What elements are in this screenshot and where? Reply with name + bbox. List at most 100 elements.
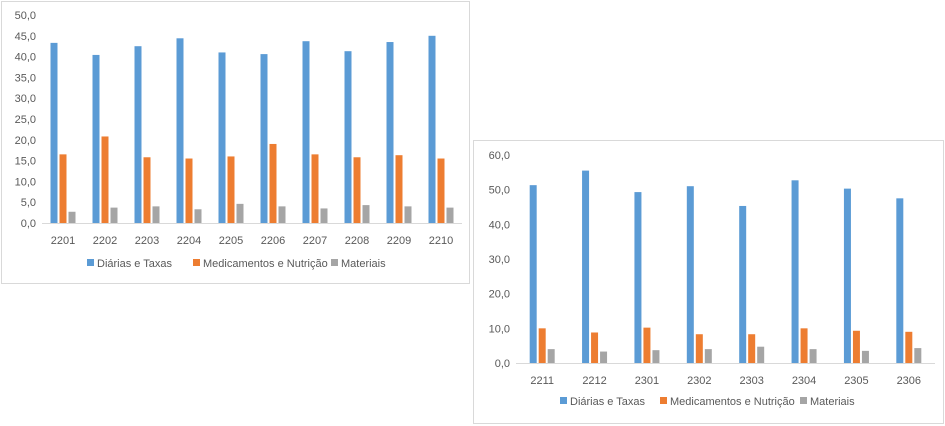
bar-chart-1: 0,0 5,0 10,0 15,0 20,0 25,0 30,0 35,0 40,0 45,0 50…	[15, 10, 462, 270]
legend-label: Materiais	[341, 258, 386, 270]
x-tick-label: 2301	[635, 375, 659, 387]
bar	[529, 185, 537, 363]
legend-swatch	[193, 259, 200, 266]
bar	[739, 205, 747, 363]
bar	[353, 157, 361, 223]
x-tick-label: 2211	[530, 375, 554, 387]
bar	[68, 211, 76, 223]
bar	[643, 327, 651, 363]
bar	[695, 334, 703, 363]
x-tick-label: 2210	[429, 235, 453, 247]
legend-swatch	[331, 259, 338, 266]
legend-label: Diárias e Taxas	[97, 258, 172, 270]
bar	[652, 350, 660, 363]
bar	[50, 42, 58, 223]
x-tick-label: 2204	[177, 235, 201, 247]
y-tick-label: 60,0	[489, 150, 510, 162]
bar	[320, 208, 328, 223]
chart-panel-1: 0,0 5,0 10,0 15,0 20,0 25,0 30,0 35,0 40,0 45,0 50…	[1, 1, 470, 284]
legend-swatch	[87, 259, 94, 266]
bar	[896, 198, 904, 363]
x-tick-label: 2302	[687, 375, 711, 387]
bar	[59, 154, 67, 223]
bar	[236, 203, 244, 223]
bar	[302, 41, 310, 223]
bar	[704, 349, 712, 363]
x-tick-label: 2208	[345, 235, 369, 247]
bar	[218, 52, 226, 223]
bar	[914, 348, 922, 363]
bar	[101, 136, 109, 223]
legend-label: Medicamentos e Nutrição	[203, 258, 328, 270]
y-tick-label: 35,0	[15, 72, 36, 84]
bar	[843, 188, 851, 363]
bar	[143, 157, 151, 223]
x-tick-label: 2205	[219, 235, 243, 247]
x-tick-label: 2209	[387, 235, 411, 247]
y-tick-label: 0,0	[21, 218, 36, 230]
bar	[152, 206, 160, 223]
bar	[600, 351, 608, 363]
y-tick-label: 15,0	[15, 156, 36, 168]
bar	[194, 209, 202, 223]
y-tick-label: 50,0	[489, 185, 510, 197]
bar	[591, 332, 599, 363]
y-tick-label: 20,0	[15, 135, 36, 147]
x-tick-label: 2203	[135, 235, 159, 247]
y-tick-label: 20,0	[489, 289, 510, 301]
bar	[428, 35, 436, 223]
bar	[362, 205, 370, 223]
bar	[269, 143, 277, 223]
bar	[686, 186, 694, 363]
x-tick-label: 2207	[303, 235, 327, 247]
bar	[582, 170, 590, 363]
legend-label: Medicamentos e Nutrição	[670, 396, 795, 408]
bar	[809, 349, 817, 363]
bar	[905, 331, 913, 363]
x-tick-label: 2304	[792, 375, 816, 387]
bar	[176, 38, 184, 223]
legend-swatch	[800, 397, 807, 404]
y-tick-label: 50,0	[15, 10, 36, 22]
y-tick-label: 10,0	[489, 323, 510, 335]
x-tick-label: 2306	[897, 375, 921, 387]
legend-label: Diárias e Taxas	[570, 396, 645, 408]
bar	[92, 54, 100, 223]
bar	[757, 346, 765, 363]
bar	[404, 206, 412, 223]
y-tick-label: 45,0	[15, 31, 36, 43]
bar	[110, 207, 118, 223]
y-tick-label: 30,0	[15, 93, 36, 105]
bar	[134, 46, 142, 224]
bar	[185, 158, 193, 223]
chart-panel-2: 0,0 10,0 20,0 30,0 40,0 50,0 60,0 2211 2212 2301 2…	[473, 140, 944, 424]
bar	[344, 51, 352, 223]
bar	[852, 330, 860, 363]
legend-swatch	[660, 397, 667, 404]
x-tick-label: 2303	[739, 375, 763, 387]
x-tick-label: 2305	[844, 375, 868, 387]
bar	[311, 154, 319, 223]
legend-swatch	[560, 397, 567, 404]
y-tick-label: 0,0	[495, 358, 510, 370]
x-tick-label: 2206	[261, 235, 285, 247]
bar	[634, 192, 642, 363]
bar	[395, 155, 403, 223]
y-tick-label: 5,0	[21, 197, 36, 209]
x-tick-label: 2202	[93, 235, 117, 247]
y-tick-label: 40,0	[489, 219, 510, 231]
bar	[446, 207, 454, 223]
y-tick-label: 30,0	[489, 254, 510, 266]
bar	[547, 349, 555, 363]
x-tick-label: 2212	[582, 375, 606, 387]
y-tick-label: 25,0	[15, 114, 36, 126]
bar	[748, 334, 756, 363]
legend-label: Materiais	[810, 396, 855, 408]
bar	[278, 206, 286, 223]
bar-chart-2: 0,0 10,0 20,0 30,0 40,0 50,0 60,0 2211 2212 2301 2…	[489, 150, 935, 408]
bar	[227, 156, 235, 223]
bar	[260, 54, 268, 223]
bar	[791, 180, 799, 363]
bar	[861, 350, 869, 363]
bar	[386, 42, 394, 223]
